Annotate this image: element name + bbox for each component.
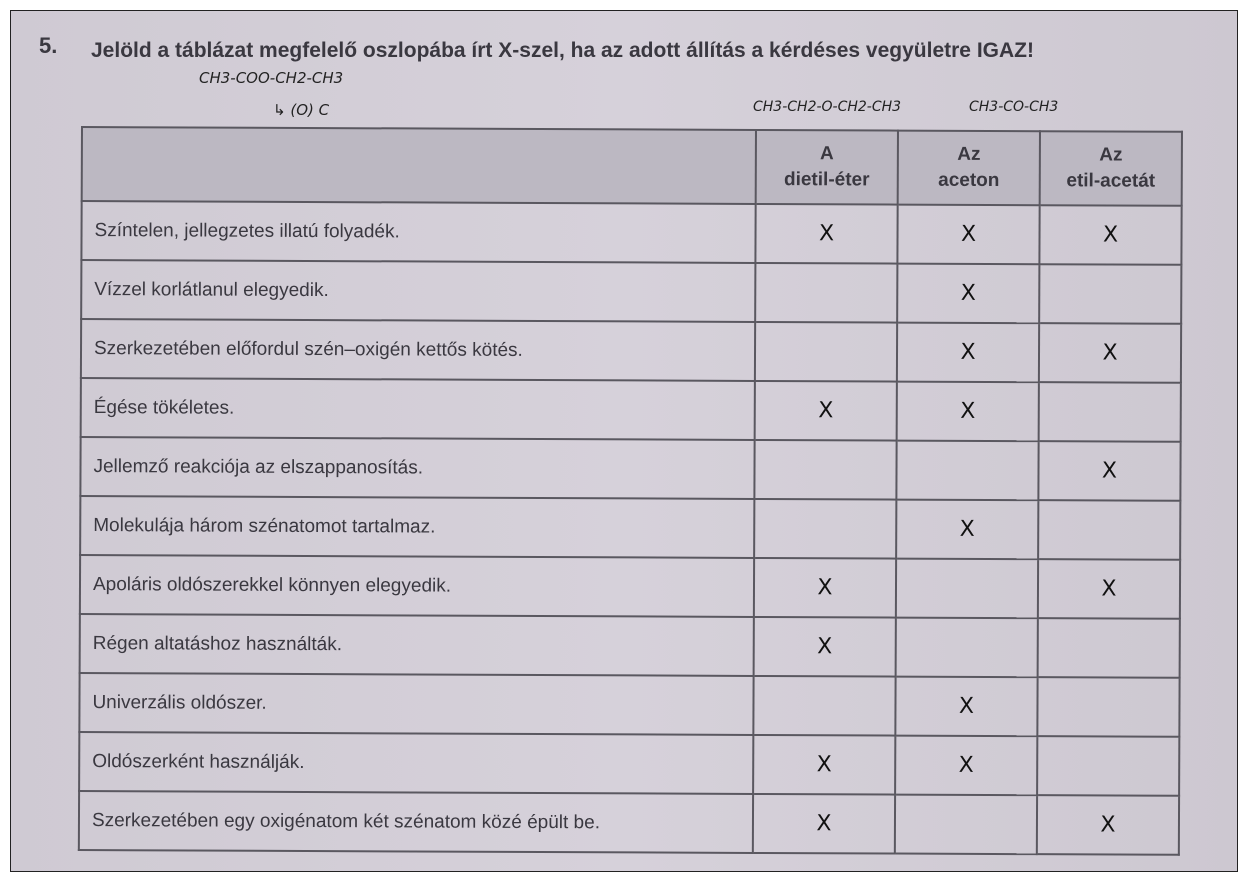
- table-row: Régen altatáshoz használták. X: [79, 613, 1180, 678]
- checkbox-cell[interactable]: [895, 558, 1039, 619]
- checkbox-cell[interactable]: X: [895, 735, 1038, 796]
- checkbox-cell[interactable]: [753, 675, 896, 736]
- checkbox-cell[interactable]: X: [897, 263, 1040, 324]
- handwritten-ester-note: ↳ (O) C: [273, 101, 330, 119]
- table-row: Szerkezetében egy oxigénatom két szénato…: [78, 790, 1180, 855]
- table-row: Vízzel korlátlanul elegyedik. X: [81, 260, 1182, 324]
- checkbox-cell[interactable]: [1039, 264, 1182, 324]
- statement-cell: Szerkezetében egy oxigénatom két szénato…: [78, 790, 754, 853]
- checkbox-cell[interactable]: X: [895, 676, 1038, 737]
- column-header-aceton: Az aceton: [897, 130, 1040, 206]
- checkbox-cell[interactable]: [754, 439, 897, 500]
- checkbox-cell[interactable]: X: [896, 322, 1040, 383]
- checkbox-cell[interactable]: [1038, 382, 1181, 442]
- checkbox-cell[interactable]: X: [1036, 795, 1180, 855]
- checkbox-cell[interactable]: X: [754, 380, 897, 441]
- question-text: Jelöld a táblázat megfelelő oszlopába ír…: [91, 39, 1034, 62]
- checkbox-cell[interactable]: X: [753, 734, 896, 795]
- table-row: Jellemző reakciója az elszappanosítás. X: [80, 437, 1181, 501]
- table-row: Színtelen, jellegzetes illatú folyadék. X…: [81, 201, 1182, 265]
- checkbox-cell[interactable]: [1037, 677, 1180, 737]
- handwritten-ester-formula: CH3-COO-CH2-CH3: [199, 69, 344, 87]
- statement-cell: Molekulája három szénatomot tartalmaz.: [80, 496, 755, 558]
- checkbox-cell[interactable]: [895, 617, 1038, 678]
- table-row: Szerkezetében előfordul szén–oxigén kett…: [80, 319, 1182, 383]
- table-row: Égése tökéletes. X X: [80, 378, 1181, 442]
- checkbox-cell[interactable]: [894, 794, 1038, 855]
- checkbox-cell[interactable]: X: [755, 203, 898, 264]
- checkbox-cell[interactable]: [1038, 500, 1181, 560]
- statement-cell: Univerzális oldószer.: [79, 672, 754, 735]
- question-number: 5.: [39, 33, 58, 58]
- table-row: Univerzális oldószer. X: [79, 672, 1180, 737]
- checkbox-cell[interactable]: [1037, 736, 1180, 796]
- checkbox-cell[interactable]: X: [752, 793, 896, 854]
- statement-cell: Vízzel korlátlanul elegyedik.: [81, 260, 756, 322]
- checkbox-cell[interactable]: X: [896, 499, 1039, 560]
- table-row: Apoláris oldószerekkel könnyen elegyedik…: [79, 555, 1181, 619]
- statement-cell: Szerkezetében előfordul szén–oxigén kett…: [80, 319, 756, 381]
- checkbox-cell[interactable]: [896, 440, 1039, 501]
- handwritten-ketone-formula: CH3-CO-CH3: [969, 99, 1059, 115]
- checkbox-cell[interactable]: X: [1037, 559, 1181, 619]
- checkbox-cell[interactable]: X: [1038, 323, 1182, 383]
- checkbox-cell[interactable]: X: [897, 204, 1040, 265]
- worksheet: 5. Jelöld a táblázat megfelelő oszlopába…: [10, 10, 1238, 872]
- checkbox-cell[interactable]: X: [896, 381, 1039, 442]
- checkbox-cell[interactable]: X: [753, 557, 897, 618]
- handwritten-ether-formula: CH3-CH2-O-CH2-CH3: [753, 99, 902, 115]
- checkbox-cell[interactable]: [754, 321, 898, 382]
- table-row: Oldószerként használják. X X: [79, 731, 1180, 796]
- header-empty: [81, 127, 756, 204]
- statement-cell: Apoláris oldószerekkel könnyen elegyedik…: [79, 555, 755, 617]
- table-row: Molekulája három szénatomot tartalmaz. X: [80, 496, 1181, 560]
- statement-cell: Jellemző reakciója az elszappanosítás.: [80, 437, 755, 499]
- statement-cell: Régen altatáshoz használták.: [79, 613, 754, 676]
- checkbox-cell[interactable]: [754, 498, 897, 559]
- checkbox-cell[interactable]: X: [1038, 441, 1181, 501]
- checkbox-cell[interactable]: X: [753, 616, 896, 677]
- statement-cell: Színtelen, jellegzetes illatú folyadék.: [81, 201, 756, 263]
- column-header-etil-acetat: Az etil-acetát: [1039, 131, 1182, 206]
- checkbox-cell[interactable]: X: [1039, 205, 1182, 265]
- statement-cell: Oldószerként használják.: [79, 731, 754, 794]
- checkbox-cell[interactable]: [755, 262, 898, 323]
- statement-cell: Égése tökéletes.: [80, 378, 755, 440]
- checkbox-cell[interactable]: [1037, 618, 1180, 678]
